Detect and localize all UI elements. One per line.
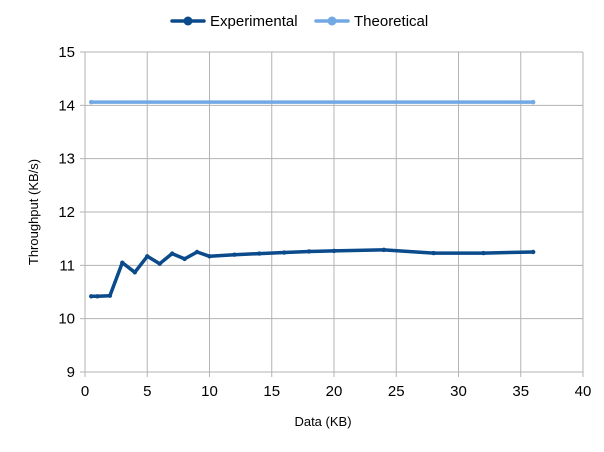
data-point-experimental: [107, 293, 113, 298]
data-point-experimental: [120, 260, 125, 265]
legend-item-experimental: Experimental: [170, 13, 298, 30]
series-experimental: [89, 247, 536, 299]
y-tick-label: 11: [59, 257, 75, 274]
data-point-experimental: [431, 250, 436, 256]
y-tick-label: 13: [58, 151, 75, 168]
x-tick-label: 25: [388, 383, 405, 400]
y-tick-label: 9: [67, 364, 75, 381]
data-point-experimental: [531, 249, 536, 255]
x-tick-label: 15: [263, 383, 280, 400]
legend-swatch-marker: [183, 16, 193, 26]
legend-label: Theoretical: [354, 13, 428, 30]
data-point-theoretical: [531, 99, 536, 105]
data-point-experimental: [306, 249, 312, 254]
legend-item-theoretical: Theoretical: [314, 13, 428, 30]
legend: Experimental Theoretical: [170, 13, 428, 30]
x-tick-label: 0: [81, 383, 89, 400]
series-layer: [89, 99, 536, 299]
y-tick-label: 15: [58, 44, 75, 61]
data-point-experimental: [381, 247, 386, 253]
series-theoretical: [89, 99, 536, 105]
series-line-experimental: [89, 248, 535, 299]
data-point-experimental: [145, 254, 150, 259]
legend-label: Experimental: [210, 13, 298, 30]
data-point-experimental: [157, 261, 162, 266]
data-point-experimental: [282, 250, 287, 255]
data-point-experimental: [232, 252, 237, 257]
x-tick-label: 5: [143, 383, 151, 400]
data-point-experimental: [89, 294, 94, 299]
y-tick-label: 14: [58, 97, 75, 114]
data-point-experimental: [257, 251, 262, 256]
x-tick-label: 20: [326, 383, 343, 400]
data-point-experimental: [182, 256, 187, 262]
legend-swatch-marker: [327, 16, 337, 26]
data-point-experimental: [169, 251, 175, 256]
y-axis-title: Throughput (KB/s): [26, 159, 41, 265]
data-point-theoretical: [89, 99, 94, 105]
x-tick-label: 10: [201, 383, 218, 400]
y-tick-label: 12: [58, 204, 75, 221]
x-axis-title: Data (KB): [294, 414, 351, 429]
x-tick-label: 30: [450, 383, 467, 400]
data-point-experimental: [207, 254, 212, 259]
tick-labels: 9 10 11 12 13 14 15 0 5 10 15 20 25 30 35 40: [58, 44, 591, 400]
grid: [84, 51, 584, 373]
x-tick-label: 35: [512, 383, 529, 400]
data-point-experimental: [481, 250, 486, 256]
y-tick-label: 10: [58, 311, 75, 328]
data-point-experimental: [331, 248, 337, 254]
data-point-experimental: [132, 270, 137, 275]
x-tick-label: 40: [575, 383, 592, 400]
data-point-experimental: [95, 294, 100, 299]
axes: [80, 51, 584, 377]
data-point-experimental: [194, 249, 200, 255]
